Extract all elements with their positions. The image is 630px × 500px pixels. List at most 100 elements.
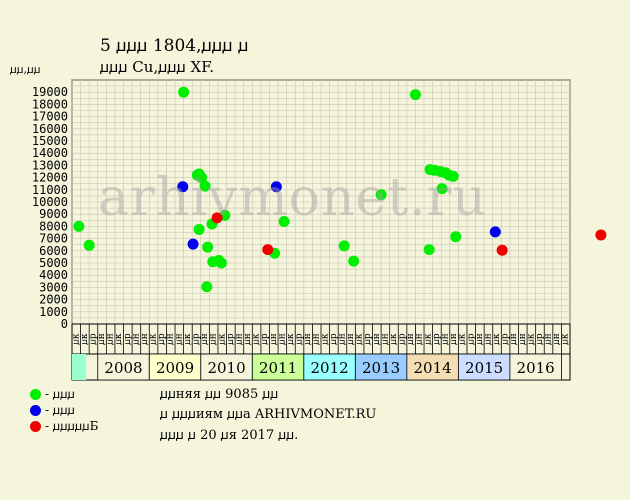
- x-slot-label: ꙡн: [518, 333, 528, 345]
- legend-dot-icon: [30, 389, 41, 400]
- x-slot-label: ꙡр: [88, 333, 98, 345]
- legend-label: - ꙡꙡꙡ: [45, 387, 75, 401]
- y-tick-label: 19000: [32, 85, 68, 99]
- x-slot-label: ꙡк: [458, 333, 468, 345]
- y-tick-label: 10000: [32, 195, 68, 209]
- data-point: [73, 220, 85, 232]
- x-axis-slots: ꙡкꙡкꙡрꙡнꙡнꙡкꙡрꙡнꙡнꙡкꙡрꙡнꙡнꙡкꙡрꙡнꙡнꙡкꙡрꙡн…: [71, 323, 571, 354]
- year-label: 2009: [156, 359, 194, 377]
- year-label: 2008: [104, 359, 142, 377]
- x-slot-label: ꙡк: [80, 333, 90, 345]
- x-slot-label: ꙡн: [483, 333, 493, 345]
- x-slot-label: ꙡн: [441, 333, 451, 345]
- x-slot-label: ꙡн: [337, 333, 347, 345]
- x-slot-label: ꙡн: [380, 333, 390, 345]
- x-slot-label: ꙡн: [449, 333, 459, 345]
- x-slot-label: ꙡк: [389, 333, 399, 345]
- data-point: [595, 229, 607, 241]
- year-label: 2012: [310, 359, 348, 377]
- data-point: [348, 255, 360, 267]
- x-slot-label: ꙡк: [355, 333, 365, 345]
- year-cell: [457, 353, 511, 381]
- y-tick-label: 18000: [32, 97, 68, 111]
- data-point: [196, 172, 208, 184]
- info-line-date: ꙡꙡꙡ ꙡ 20 ꙡя 2017 ꙡꙡ.: [160, 428, 299, 443]
- y-tick-label: 16000: [32, 122, 68, 136]
- y-axis-label: ꙡꙡ,ꙡꙡ: [10, 63, 41, 76]
- year-label: 2016: [517, 359, 555, 377]
- y-tick-label: 6000: [39, 244, 68, 258]
- x-slot-label: ꙡн: [346, 333, 356, 345]
- data-points: [73, 86, 607, 293]
- x-slot-label: ꙡр: [432, 333, 442, 345]
- x-slot-label: ꙡк: [217, 333, 227, 345]
- year-label: 2014: [414, 359, 452, 377]
- data-point: [215, 257, 227, 269]
- x-slot-label: ꙡн: [509, 333, 519, 345]
- x-slot-label: ꙡр: [226, 333, 236, 345]
- data-point: [436, 183, 448, 195]
- x-slot-label: ꙡн: [303, 333, 313, 345]
- data-point: [178, 86, 190, 98]
- data-point: [187, 238, 199, 250]
- x-slot-label: ꙡн: [277, 333, 287, 345]
- year-cell: [200, 353, 253, 381]
- x-slot-label: ꙡн: [140, 333, 150, 345]
- year-cell: [148, 353, 202, 381]
- x-slot-label: ꙡк: [526, 333, 536, 345]
- data-point: [489, 226, 501, 238]
- data-point: [409, 89, 421, 101]
- y-tick-label: 2000: [39, 293, 68, 307]
- y-tick-label: 15000: [32, 134, 68, 148]
- y-tick-label: 5000: [39, 256, 68, 270]
- x-slot-label: ꙡр: [123, 333, 133, 345]
- data-point: [83, 239, 95, 251]
- y-tick-label: 1000: [39, 305, 68, 319]
- x-slot-label: ꙡн: [106, 333, 116, 345]
- data-point: [278, 216, 290, 228]
- x-slot-label: ꙡн: [200, 333, 210, 345]
- year-label: 2010: [207, 359, 245, 377]
- y-tick-label: 17000: [32, 110, 68, 124]
- data-point: [450, 231, 462, 243]
- x-slot-label: ꙡр: [501, 333, 511, 345]
- chart-title-line1: 5 ꙡꙡꙡ 1804,ꙡꙡꙡ ꙡ: [100, 36, 249, 56]
- x-slot-label: ꙡк: [183, 333, 193, 345]
- x-slot-label: ꙡк: [149, 333, 159, 345]
- x-slot-label: ꙡн: [406, 333, 416, 345]
- y-tick-label: 8000: [39, 219, 68, 233]
- data-point: [202, 241, 214, 253]
- x-slot-label: ꙡн: [475, 333, 485, 345]
- x-slot-label: ꙡк: [286, 333, 296, 345]
- x-slot-label: ꙡн: [269, 333, 279, 345]
- x-slot-label: ꙡн: [552, 333, 562, 345]
- legend-label: - ꙡꙡꙡꙡꙡБ: [45, 419, 99, 433]
- y-tick-label: 12000: [32, 171, 68, 185]
- data-point: [423, 244, 435, 256]
- y-axis-ticks: 0100020003000400050006000700080009000100…: [32, 85, 68, 331]
- y-tick-label: 3000: [39, 280, 68, 294]
- x-slot-label: ꙡн: [174, 333, 184, 345]
- data-point: [177, 181, 189, 193]
- x-slot-label: ꙡн: [372, 333, 382, 345]
- data-point: [496, 244, 508, 256]
- year-label: 2015: [465, 359, 503, 377]
- x-slot-label: ꙡн: [97, 333, 107, 345]
- x-slot-label: ꙡн: [234, 333, 244, 345]
- y-tick-label: 11000: [32, 183, 68, 197]
- x-slot-label: ꙡк: [492, 333, 502, 345]
- x-slot-label: ꙡн: [415, 333, 425, 345]
- year-cell: [354, 353, 408, 381]
- data-point: [201, 281, 213, 293]
- x-slot-label: ꙡр: [295, 333, 305, 345]
- y-tick-label: 13000: [32, 158, 68, 172]
- x-slot-label: ꙡр: [466, 333, 476, 345]
- x-slot-label: ꙡн: [243, 333, 253, 345]
- info-line-source: ꙡ ꙡꙡꙡиям ꙡꙡа ARHIVMONET.RU: [160, 407, 377, 422]
- y-tick-label: 9000: [39, 207, 68, 221]
- legend-item: - ꙡꙡꙡ: [30, 385, 75, 402]
- year-cell: [406, 353, 459, 381]
- x-slot-label: ꙡр: [260, 333, 270, 345]
- year-label: 2011: [259, 359, 297, 377]
